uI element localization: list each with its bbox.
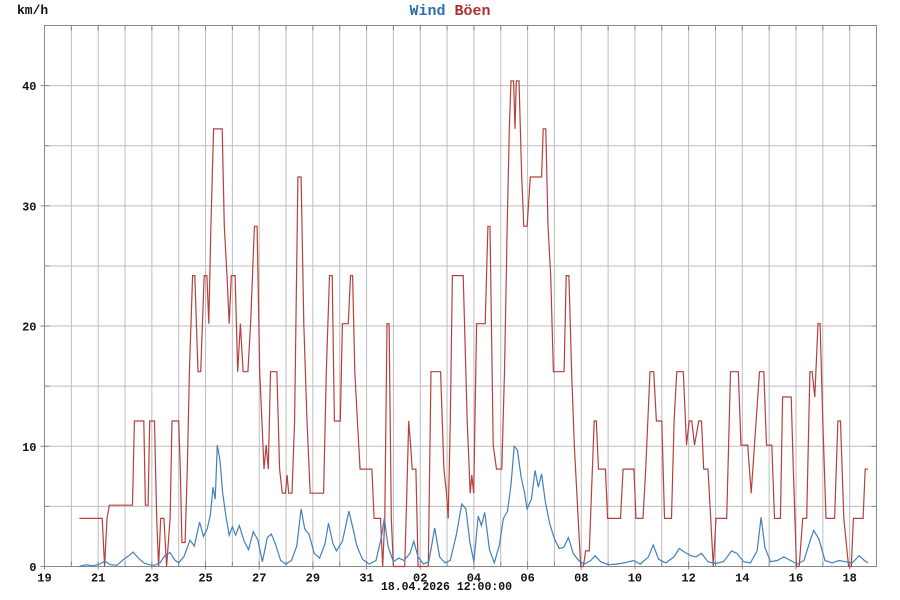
x-tick-label: 21 — [91, 572, 105, 586]
x-tick-label: 19 — [37, 572, 51, 586]
legend-wind-label: Wind — [409, 3, 446, 20]
x-tick-label: 10 — [628, 572, 642, 586]
y-axis-unit-label: km/h — [17, 3, 49, 18]
x-tick-label: 04 — [467, 572, 481, 586]
plot-border — [44, 25, 877, 567]
x-tick-label: 27 — [252, 572, 266, 586]
y-tick-label: 40 — [22, 80, 36, 94]
x-tick-label: 08 — [574, 572, 588, 586]
series-line-wind — [79, 444, 869, 568]
x-tick-label: 23 — [145, 572, 159, 586]
legend-gusts-label: Böen — [454, 3, 491, 20]
x-axis-tick-labels: 19 21 23 25 27 29 31 02 04 06 08 10 12 14 16 18 — [37, 572, 857, 586]
x-tick-label: 29 — [306, 572, 320, 586]
x-tick-label: 14 — [735, 572, 749, 586]
x-tick-label: 18 — [842, 572, 856, 586]
x-tick-label: 25 — [198, 572, 212, 586]
x-tick-label: 12 — [681, 572, 695, 586]
series-line-gusts — [79, 80, 868, 568]
y-axis-tick-labels: 0 10 20 30 40 — [22, 80, 36, 575]
y-tick-label: 30 — [22, 200, 36, 214]
y-tick-label: 10 — [22, 441, 36, 455]
x-tick-label: 06 — [520, 572, 534, 586]
x-tick-label: 16 — [789, 572, 803, 586]
x-tick-label: 31 — [359, 572, 373, 586]
x-tick-label: 02 — [413, 572, 427, 586]
chart-title: Wind Böen — [0, 3, 900, 20]
y-tick-label: 0 — [29, 561, 36, 575]
y-tick-label: 20 — [22, 321, 36, 335]
timestamp-caption: 18.04.2026 12:00:00 — [380, 581, 513, 594]
